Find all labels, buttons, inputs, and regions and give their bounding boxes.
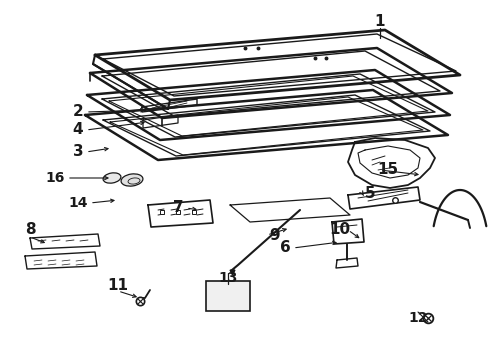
Text: 5: 5	[365, 185, 375, 201]
Text: 7: 7	[172, 201, 183, 216]
Text: 2: 2	[73, 104, 83, 120]
Ellipse shape	[103, 173, 121, 183]
Text: 1: 1	[375, 14, 385, 30]
Bar	[206, 281, 250, 311]
Text: 8: 8	[24, 222, 35, 238]
Text: 13: 13	[219, 271, 238, 285]
Ellipse shape	[121, 174, 143, 186]
Text: 14: 14	[68, 196, 88, 210]
Text: 6: 6	[280, 240, 291, 256]
Text: 3: 3	[73, 144, 83, 159]
Text: 15: 15	[377, 162, 398, 177]
Text: 9: 9	[270, 228, 280, 243]
Text: 16: 16	[45, 171, 65, 185]
Text: 12: 12	[408, 311, 428, 325]
Text: 11: 11	[107, 278, 128, 292]
Text: 4: 4	[73, 122, 83, 138]
Text: 10: 10	[329, 222, 350, 238]
